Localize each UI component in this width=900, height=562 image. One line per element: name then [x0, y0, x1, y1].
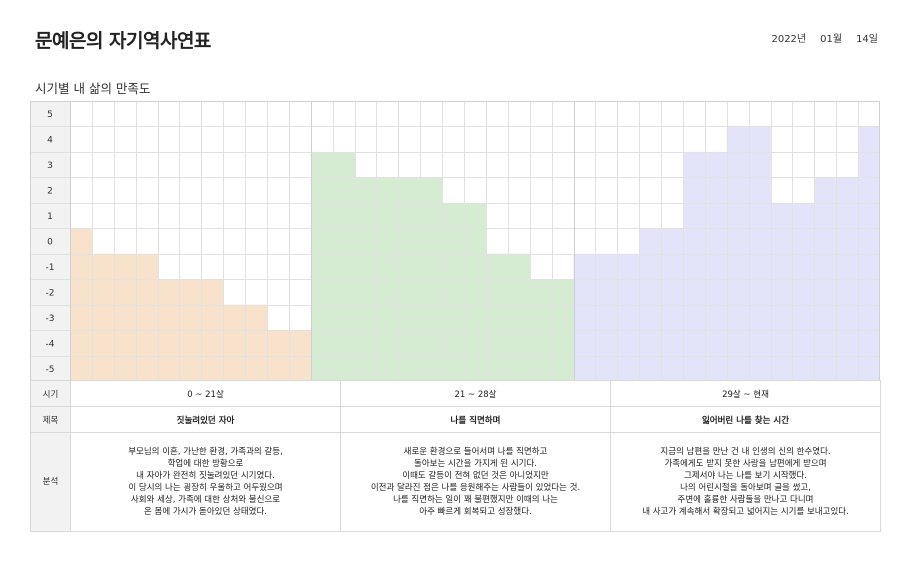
bar — [617, 253, 640, 381]
analysis-line: 나를 직면하는 일이 꽤 불편했지만 이때의 나는 — [393, 495, 558, 505]
period-table: 시기 0 ~ 21살 21 ~ 28살 29살 ~ 현재 제목 짓눌려있던 자아… — [30, 380, 881, 532]
bar — [507, 253, 531, 381]
bar — [442, 202, 465, 381]
bar — [288, 330, 312, 381]
analysis-line: 주변에 훌륭한 사람들을 만나고 다니며 — [677, 495, 814, 505]
y-tick-label: -1 — [46, 263, 55, 273]
y-axis-background — [30, 101, 70, 381]
bar — [113, 253, 137, 381]
satisfaction-chart: 5 4 3 2 1 0 -1 -2 -3 -4 -5 — [30, 101, 880, 381]
period-label: 시기 — [30, 380, 71, 407]
chart-subtitle: 시기별 내 삶의 만족도 — [35, 81, 151, 96]
bar — [639, 228, 662, 381]
analysis-line: 아주 빠르게 회복되고 성장했다. — [419, 507, 532, 517]
analysis-line: 이전과 달라진 점은 나를 응원해주는 사람들이 있었다는 것. — [370, 483, 581, 493]
title-cell: 나를 직면하며 — [340, 406, 611, 433]
analysis-cell: 지금의 남편을 만난 건 내 인생의 신의 한수였다. 가족에게도 받지 못한 … — [610, 432, 881, 532]
bar — [223, 304, 246, 381]
bar — [70, 228, 93, 381]
bar — [310, 151, 334, 381]
analysis-line: 지금의 남편을 만난 건 내 인생의 신의 한수였다. — [660, 447, 831, 457]
bar — [748, 126, 772, 381]
analysis-line: 온 몸에 가시가 돋아있던 상태였다. — [144, 507, 267, 517]
page-title: 문예은의 자기역사연표 — [35, 30, 211, 52]
analysis-line: 이때도 갈등이 전혀 없던 것은 아니었지만 — [402, 471, 549, 481]
analysis-line: 내 자아가 완전히 짓눌려있던 시기였다. — [136, 471, 275, 481]
date: 2022년 01월 14일 — [771, 30, 878, 45]
analysis-label: 분석 — [30, 432, 71, 532]
y-tick-label: 4 — [47, 136, 53, 146]
y-tick-label: 5 — [47, 110, 53, 120]
title-cell: 잃어버린 나를 찾는 시간 — [610, 406, 881, 433]
analysis-line: 돌아보는 시간을 가지게 된 시기다. — [414, 459, 537, 469]
bar — [682, 151, 706, 381]
bar — [573, 253, 596, 381]
bar — [245, 304, 268, 381]
bar — [770, 202, 793, 381]
bar — [726, 126, 750, 381]
bar — [332, 151, 356, 381]
y-tick-label: -3 — [46, 314, 55, 324]
analysis-line: 사회와 세상, 가족에 대한 상처와 불신으로 — [130, 495, 281, 505]
bar — [91, 253, 115, 381]
analysis-line: 나의 어린시절을 돌아보며 글을 썼고, — [680, 483, 811, 493]
y-tick-label: 1 — [47, 212, 53, 222]
analysis-line: 학업에 대한 방황으로 — [167, 459, 244, 469]
period-row: 시기 0 ~ 21살 21 ~ 28살 29살 ~ 현재 — [30, 380, 881, 407]
date-month: 01월 — [820, 34, 843, 45]
date-day: 14일 — [856, 34, 878, 45]
y-tick-label: 2 — [47, 187, 53, 197]
analysis-line: 그제서야 나는 나를 보기 시작했다. — [684, 471, 807, 481]
bar — [464, 202, 487, 381]
title-cell: 짓눌려있던 자아 — [70, 406, 341, 433]
analysis-cell: 부모님의 이혼, 가난한 환경, 가족과의 갈등, 학업에 대한 방황으로 내 … — [70, 432, 341, 532]
bar — [858, 126, 880, 381]
title-row: 제목 짓눌려있던 자아 나를 직면하며 잃어버린 나를 찾는 시간 — [30, 406, 881, 433]
y-tick-label: -5 — [46, 365, 55, 375]
bar — [661, 228, 684, 381]
bar — [485, 253, 509, 381]
period-cell: 21 ~ 28살 — [340, 380, 611, 407]
analysis-row: 분석 부모님의 이혼, 가난한 환경, 가족과의 갈등, 학업에 대한 방황으로… — [30, 432, 881, 532]
y-tick-label: 3 — [47, 161, 53, 171]
period-cell: 29살 ~ 현재 — [610, 380, 881, 407]
y-tick-label: -4 — [46, 339, 55, 349]
analysis-cell: 새로운 환경으로 들어서며 나를 직면하고 돌아보는 시간을 가지게 된 시기다… — [340, 432, 611, 532]
bar — [704, 151, 728, 381]
date-year: 2022년 — [771, 34, 807, 45]
bar — [595, 253, 618, 381]
bar — [135, 253, 159, 381]
title-label: 제목 — [30, 406, 71, 433]
analysis-line: 이 당시의 나는 굉장히 우울하고 어두웠으며 — [128, 483, 283, 493]
bar — [792, 202, 815, 381]
bar — [267, 330, 290, 381]
satisfaction-chart-svg: 5 4 3 2 1 0 -1 -2 -3 -4 -5 — [30, 101, 880, 381]
analysis-line: 부모님의 이혼, 가난한 환경, 가족과의 갈등, — [128, 447, 283, 457]
analysis-line: 내 사고가 계속해서 확장되고 넓어지는 시기를 보내고있다. — [642, 507, 849, 517]
y-tick-label: -2 — [46, 288, 55, 298]
analysis-line: 새로운 환경으로 들어서며 나를 직면하고 — [403, 447, 548, 457]
analysis-line: 가족에게도 받지 못한 사랑을 남편에게 받으며 — [664, 459, 827, 469]
period-cell: 0 ~ 21살 — [70, 380, 341, 407]
y-tick-label: 0 — [47, 238, 53, 248]
